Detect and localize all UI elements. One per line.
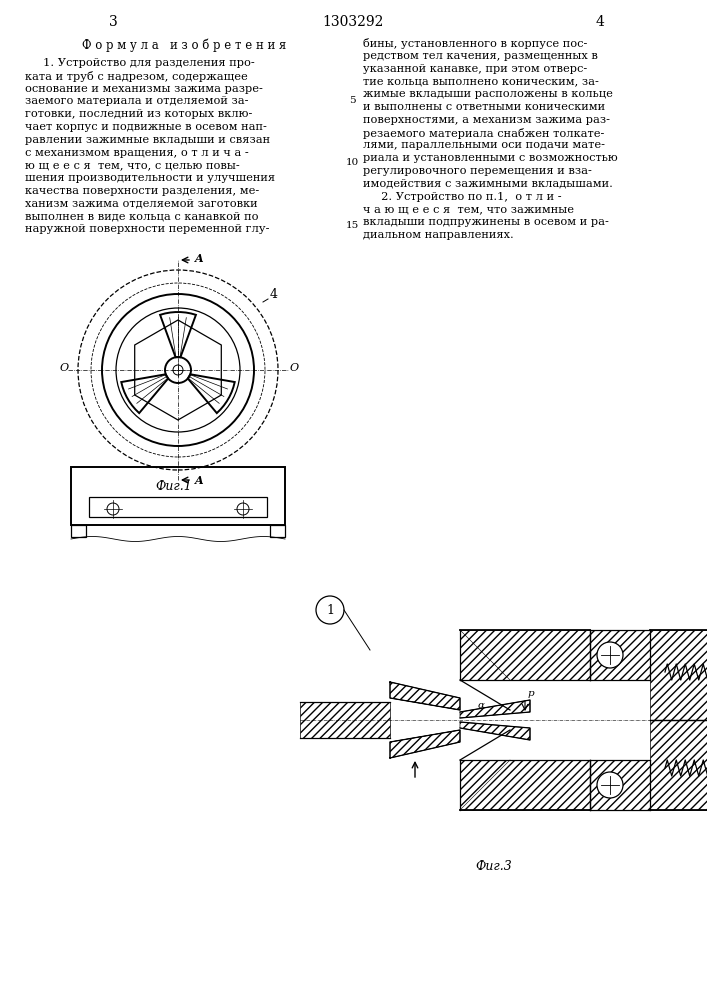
- Text: бины, установленного в корпусе пос-: бины, установленного в корпусе пос-: [363, 38, 588, 49]
- Text: и выполнены с ответными коническими: и выполнены с ответными коническими: [363, 102, 605, 112]
- Text: наружной поверхности переменной глу-: наружной поверхности переменной глу-: [25, 224, 269, 234]
- Text: тие кольца выполнено коническим, за-: тие кольца выполнено коническим, за-: [363, 76, 599, 86]
- Text: 1303292: 1303292: [322, 15, 384, 29]
- Bar: [71, 467, 285, 525]
- Text: 4: 4: [595, 15, 604, 29]
- Text: p: p: [528, 689, 534, 698]
- Bar: [270, 525, 285, 537]
- Circle shape: [597, 772, 623, 798]
- Text: 1: 1: [326, 603, 334, 616]
- Circle shape: [597, 642, 623, 668]
- Text: A: A: [195, 476, 204, 487]
- Text: ч а ю щ е е с я  тем, что зажимные: ч а ю щ е е с я тем, что зажимные: [363, 204, 574, 214]
- Bar: [590, 630, 650, 680]
- Text: основание и механизмы зажима разре-: основание и механизмы зажима разре-: [25, 84, 263, 94]
- Text: ханизм зажима отделяемой заготовки: ханизм зажима отделяемой заготовки: [25, 199, 257, 209]
- Text: выполнен в виде кольца с канавкой по: выполнен в виде кольца с канавкой по: [25, 212, 259, 222]
- Text: диальном направлениях.: диальном направлениях.: [363, 230, 514, 240]
- Text: резаемого материала снабжен толкате-: резаемого материала снабжен толкате-: [363, 128, 604, 139]
- Text: жимые вкладыши расположены в кольце: жимые вкладыши расположены в кольце: [363, 89, 613, 99]
- Bar: [89, 497, 267, 517]
- Polygon shape: [390, 730, 460, 758]
- Text: A: A: [195, 253, 204, 264]
- Text: 4: 4: [270, 288, 278, 301]
- Text: Фиг.1: Фиг.1: [155, 480, 192, 493]
- Text: ю щ е е с я  тем, что, с целью повы-: ю щ е е с я тем, что, с целью повы-: [25, 160, 240, 170]
- Text: риала и установленными с возможностью: риала и установленными с возможностью: [363, 153, 618, 163]
- Bar: [460, 760, 590, 810]
- Text: регулировочного перемещения и вза-: регулировочного перемещения и вза-: [363, 166, 592, 176]
- Bar: [590, 760, 650, 810]
- Text: 1. Устройство для разделения про-: 1. Устройство для разделения про-: [25, 58, 255, 68]
- Text: 10: 10: [346, 158, 358, 167]
- Text: качества поверхности разделения, ме-: качества поверхности разделения, ме-: [25, 186, 259, 196]
- Polygon shape: [390, 682, 460, 710]
- Text: поверхностями, а механизм зажима раз-: поверхностями, а механизм зажима раз-: [363, 115, 610, 125]
- Bar: [71, 525, 86, 537]
- Text: готовки, последний из которых вклю-: готовки, последний из которых вклю-: [25, 109, 252, 119]
- Circle shape: [316, 596, 344, 624]
- Text: указанной канавке, при этом отверс-: указанной канавке, при этом отверс-: [363, 64, 588, 74]
- Text: вкладыши подпружинены в осевом и ра-: вкладыши подпружинены в осевом и ра-: [363, 217, 609, 227]
- Text: 2. Устройство по п.1,  о т л и -: 2. Устройство по п.1, о т л и -: [363, 192, 561, 202]
- Text: 5: 5: [349, 96, 356, 105]
- Text: с механизмом вращения, о т л и ч а -: с механизмом вращения, о т л и ч а -: [25, 148, 249, 158]
- Text: 15: 15: [346, 221, 358, 230]
- Text: Ф о р м у л а   и з о б р е т е н и я: Ф о р м у л а и з о б р е т е н и я: [82, 38, 286, 51]
- Text: α: α: [478, 701, 485, 710]
- Bar: [300, 702, 390, 738]
- Bar: [650, 720, 707, 810]
- Polygon shape: [460, 722, 530, 740]
- Text: шения производительности и улучшения: шения производительности и улучшения: [25, 173, 275, 183]
- Text: чает корпус и подвижные в осевом нап-: чает корпус и подвижные в осевом нап-: [25, 122, 267, 132]
- Text: имодействия с зажимными вкладышами.: имодействия с зажимными вкладышами.: [363, 179, 613, 189]
- Text: 3: 3: [109, 15, 117, 29]
- Circle shape: [165, 357, 191, 383]
- Bar: [650, 630, 707, 720]
- Text: O: O: [290, 363, 299, 373]
- Text: лями, параллельными оси подачи мате-: лями, параллельными оси подачи мате-: [363, 140, 605, 150]
- Polygon shape: [460, 700, 530, 718]
- Text: равлении зажимные вкладыши и связан: равлении зажимные вкладыши и связан: [25, 135, 270, 145]
- Text: O: O: [60, 363, 69, 373]
- Text: Фиг.3: Фиг.3: [475, 860, 512, 873]
- Text: ката и труб с надрезом, содержащее: ката и труб с надрезом, содержащее: [25, 71, 247, 82]
- Text: заемого материала и отделяемой за-: заемого материала и отделяемой за-: [25, 96, 248, 106]
- Bar: [460, 630, 590, 680]
- Text: редством тел качения, размещенных в: редством тел качения, размещенных в: [363, 51, 598, 61]
